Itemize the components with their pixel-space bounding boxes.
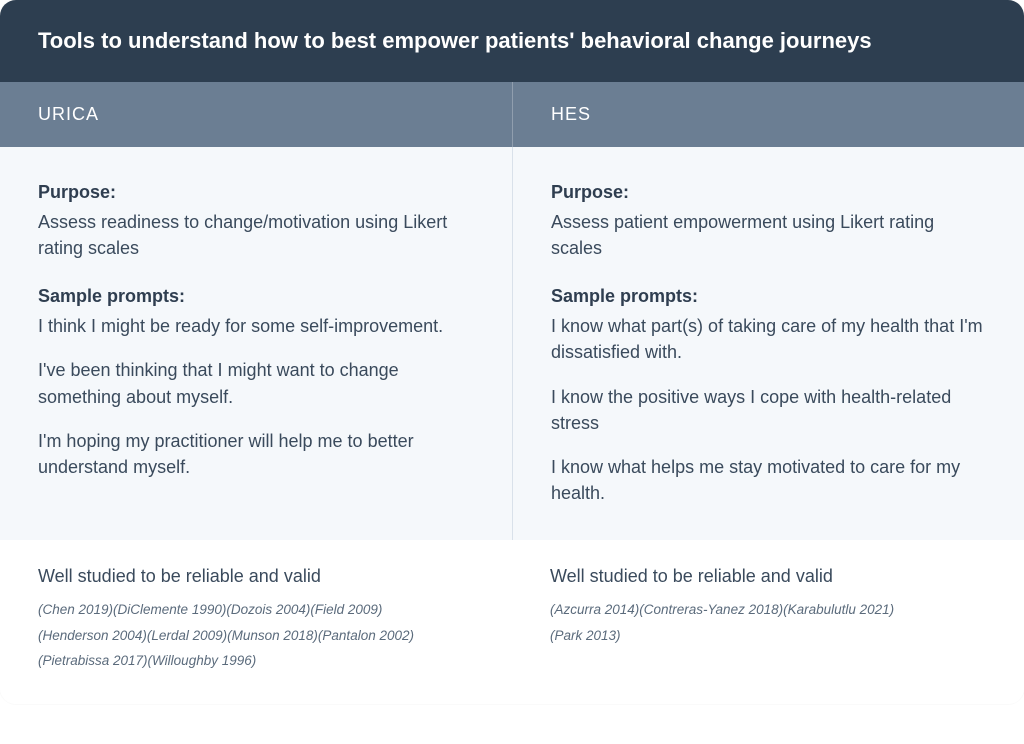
prompt-item: I'm hoping my practitioner will help me … — [38, 428, 474, 480]
body-cell-right: Purpose: Assess patient empowerment usin… — [512, 147, 1024, 540]
citation-line: (Azcurra 2014)(Contreras-Yanez 2018)(Kar… — [550, 597, 986, 623]
purpose-label: Purpose: — [551, 179, 986, 205]
citation-line: (Chen 2019)(DiClemente 1990)(Dozois 2004… — [38, 597, 474, 623]
references-cell-right: Well studied to be reliable and valid (A… — [512, 540, 1024, 704]
comparison-card: Tools to understand how to best empower … — [0, 0, 1024, 704]
prompt-item: I think I might be ready for some self-i… — [38, 313, 474, 339]
citation-line: (Henderson 2004)(Lerdal 2009)(Munson 201… — [38, 623, 474, 649]
card-title: Tools to understand how to best empower … — [0, 0, 1024, 82]
body-cell-left: Purpose: Assess readiness to change/moti… — [0, 147, 512, 540]
prompt-item: I know what helps me stay motivated to c… — [551, 454, 986, 506]
prompt-item: I've been thinking that I might want to … — [38, 357, 474, 409]
references-cell-left: Well studied to be reliable and valid (C… — [0, 540, 512, 704]
column-headers-row: URICA HES — [0, 82, 1024, 147]
sample-prompts-label: Sample prompts: — [551, 283, 986, 309]
sample-prompts: I know what part(s) of taking care of my… — [551, 313, 986, 506]
references-title: Well studied to be reliable and valid — [550, 566, 986, 587]
body-row: Purpose: Assess readiness to change/moti… — [0, 147, 1024, 540]
citation-line: (Pietrabissa 2017)(Willoughby 1996) — [38, 648, 474, 674]
sample-prompts: I think I might be ready for some self-i… — [38, 313, 474, 479]
sample-prompts-label: Sample prompts: — [38, 283, 474, 309]
prompt-item: I know the positive ways I cope with hea… — [551, 384, 986, 436]
purpose-text: Assess readiness to change/motivation us… — [38, 209, 458, 261]
prompt-item: I know what part(s) of taking care of my… — [551, 313, 986, 365]
citation-line: (Park 2013) — [550, 623, 986, 649]
purpose-text: Assess patient empowerment using Likert … — [551, 209, 971, 261]
references-row: Well studied to be reliable and valid (C… — [0, 540, 1024, 704]
column-header-left: URICA — [0, 82, 512, 147]
purpose-label: Purpose: — [38, 179, 474, 205]
column-header-right: HES — [512, 82, 1024, 147]
references-title: Well studied to be reliable and valid — [38, 566, 474, 587]
